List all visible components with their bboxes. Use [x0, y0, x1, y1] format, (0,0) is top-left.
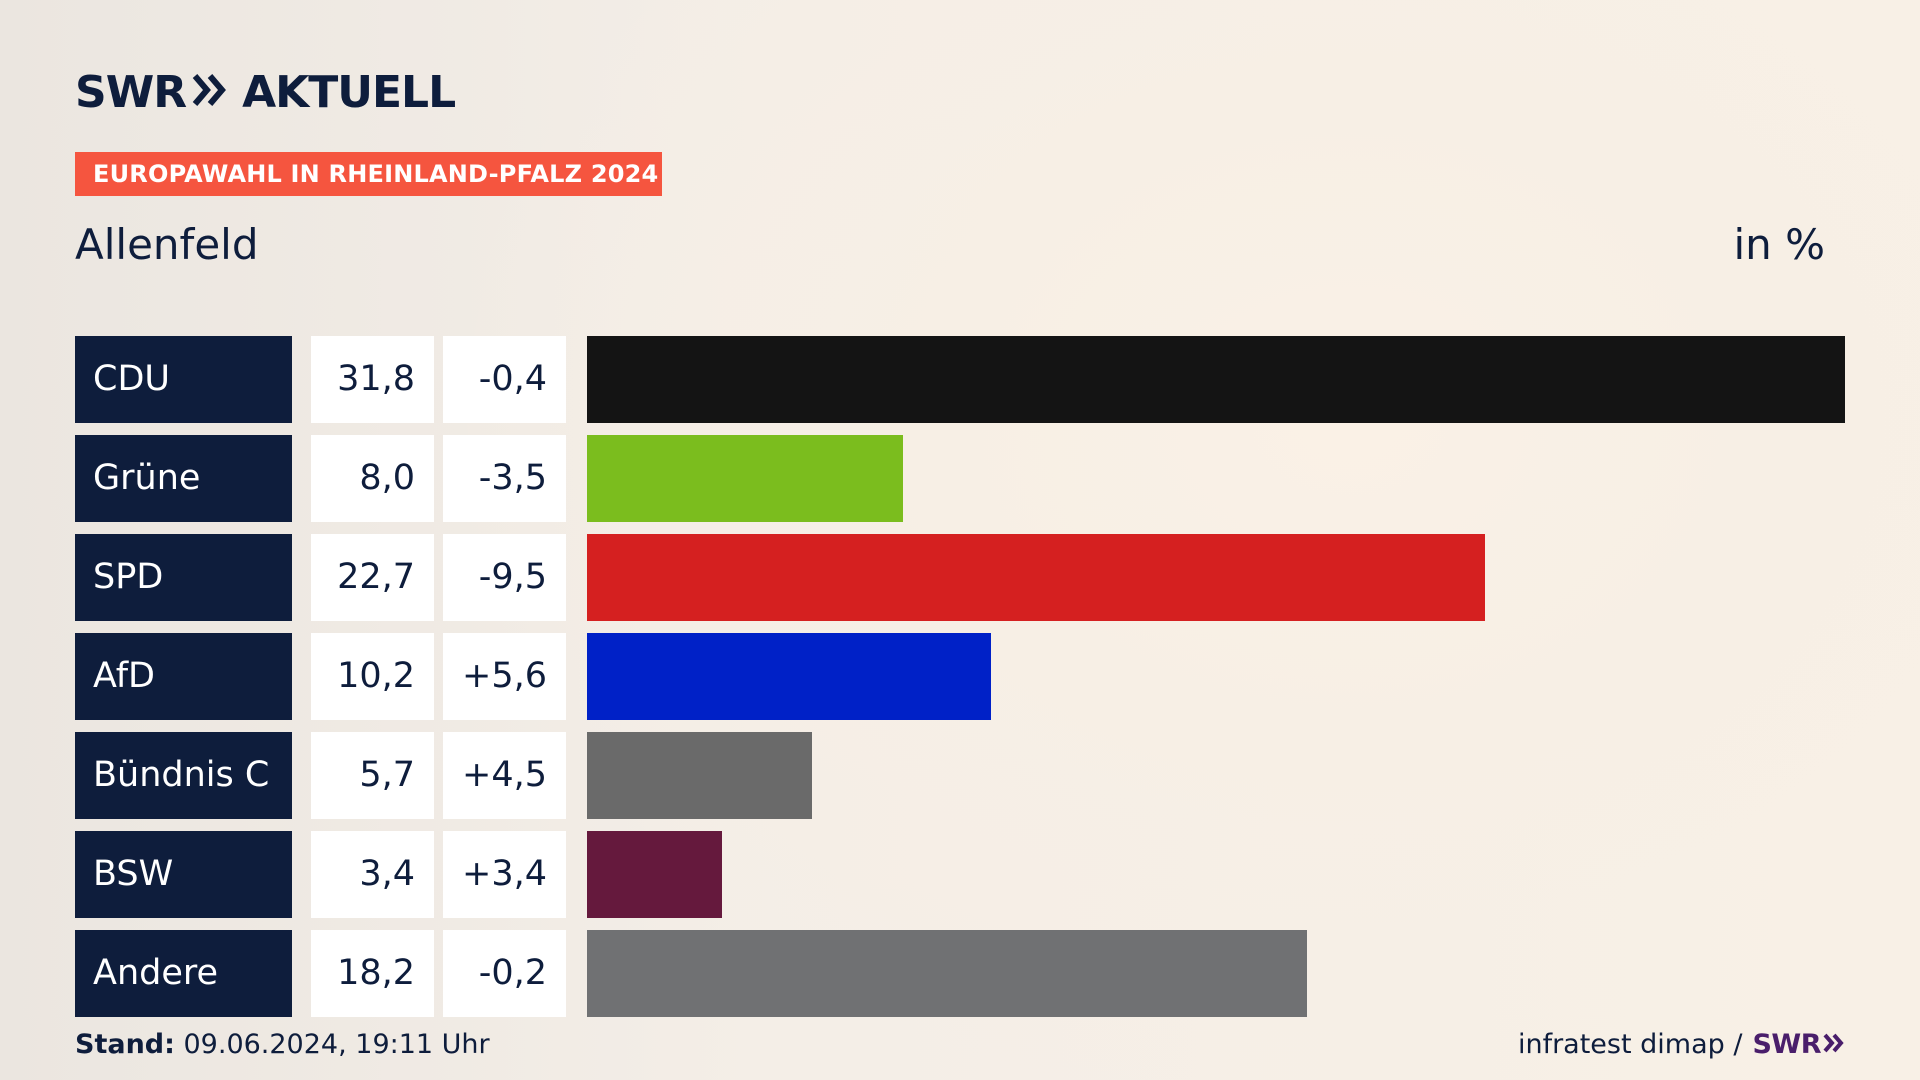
- swr-aktuell-logo: SWR AKTUELL: [75, 66, 456, 118]
- result-bar: [587, 336, 1845, 423]
- vote-change: +3,4: [443, 831, 566, 918]
- chart-title: Allenfeld: [75, 220, 259, 269]
- timestamp-label: Stand:: [75, 1029, 175, 1060]
- result-bar: [587, 732, 812, 819]
- party-row: Bündnis C 5,7 +4,5: [75, 732, 1845, 819]
- party-row: SPD 22,7 -9,5: [75, 534, 1845, 621]
- vote-change: -9,5: [443, 534, 566, 621]
- result-bar: [587, 534, 1485, 621]
- party-name: Bündnis C: [75, 732, 292, 819]
- vote-share: 8,0: [311, 435, 434, 522]
- party-name: CDU: [75, 336, 292, 423]
- party-row: CDU 31,8 -0,4: [75, 336, 1845, 423]
- vote-change: -0,4: [443, 336, 566, 423]
- double-chevron-small-icon: [1823, 1029, 1845, 1060]
- vote-share: 3,4: [311, 831, 434, 918]
- party-row: Grüne 8,0 -3,5: [75, 435, 1845, 522]
- party-row: BSW 3,4 +3,4: [75, 831, 1845, 918]
- party-name: Grüne: [75, 435, 292, 522]
- double-chevron-icon: [192, 73, 228, 111]
- party-name: Andere: [75, 930, 292, 1017]
- vote-share: 10,2: [311, 633, 434, 720]
- logo-swr-text: SWR: [75, 66, 187, 118]
- timestamp-value: 09.06.2024, 19:11 Uhr: [174, 1029, 490, 1060]
- vote-change: +5,6: [443, 633, 566, 720]
- vote-share: 18,2: [311, 930, 434, 1017]
- result-bar: [587, 633, 991, 720]
- party-row: AfD 10,2 +5,6: [75, 633, 1845, 720]
- party-name: BSW: [75, 831, 292, 918]
- result-bar: [587, 930, 1307, 1017]
- source-credit: infratest dimap / SWR: [1518, 1029, 1845, 1060]
- source-text: infratest dimap /: [1517, 1029, 1743, 1060]
- party-name: AfD: [75, 633, 292, 720]
- logo-aktuell-text: AKTUELL: [242, 66, 456, 118]
- result-bar: [587, 831, 722, 918]
- source-swr-logo: SWR: [1752, 1029, 1821, 1060]
- vote-change: -0,2: [443, 930, 566, 1017]
- party-row: Andere 18,2 -0,2: [75, 930, 1845, 1017]
- election-kicker: EUROPAWAHL IN RHEINLAND-PFALZ 2024: [75, 152, 662, 196]
- result-bar: [587, 435, 903, 522]
- vote-share: 31,8: [311, 336, 434, 423]
- vote-change: +4,5: [443, 732, 566, 819]
- vote-share: 5,7: [311, 732, 434, 819]
- unit-label: in %: [1733, 220, 1825, 269]
- vote-share: 22,7: [311, 534, 434, 621]
- party-name: SPD: [75, 534, 292, 621]
- timestamp: Stand: 09.06.2024, 19:11 Uhr: [75, 1029, 490, 1060]
- vote-change: -3,5: [443, 435, 566, 522]
